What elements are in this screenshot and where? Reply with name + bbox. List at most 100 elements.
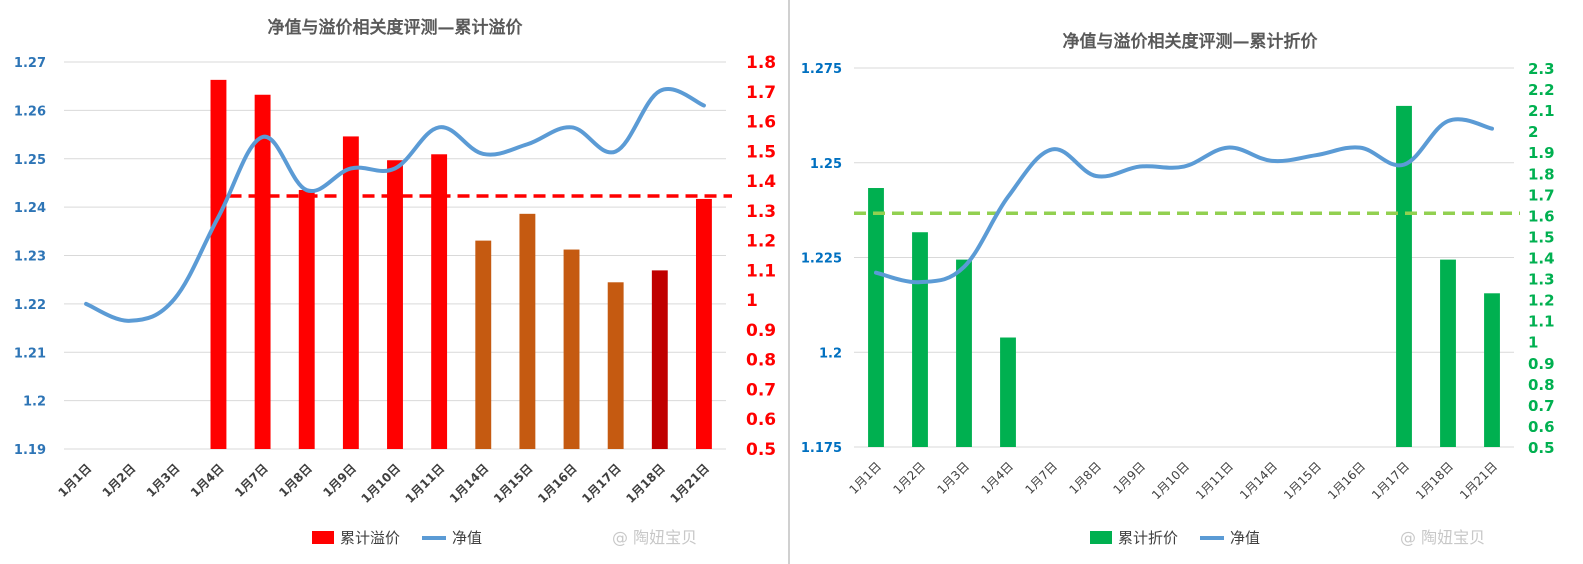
bar <box>651 270 668 449</box>
y-right-tick-label: 0.5 <box>746 440 776 460</box>
x-tick-label: 1月9日 <box>1110 459 1148 497</box>
legend-swatch-bar <box>312 531 334 544</box>
bar <box>1440 259 1456 447</box>
y-right-tick-label: 1.5 <box>1528 228 1555 246</box>
y-left-tick-label: 1.175 <box>801 441 842 456</box>
y-right-tick-label: 1 <box>746 291 758 311</box>
y-right-tick-label: 1.5 <box>746 142 776 162</box>
y-left-tick-label: 1.23 <box>14 250 46 265</box>
x-tick-label: 1月18日 <box>1413 459 1456 502</box>
x-tick-label: 1月15日 <box>1281 459 1324 502</box>
x-tick-label: 1月17日 <box>579 461 624 506</box>
chart-divider <box>788 0 790 564</box>
y-left-tick-label: 1.19 <box>14 443 46 458</box>
x-tick-label: 1月4日 <box>188 461 227 500</box>
y-right-tick-label: 0.9 <box>1528 355 1555 373</box>
bar <box>1396 105 1412 448</box>
y-left-tick-label: 1.225 <box>801 252 842 267</box>
y-right-tick-label: 2.3 <box>1528 60 1555 78</box>
x-tick-label: 1月11日 <box>1193 459 1236 502</box>
bar <box>387 160 403 449</box>
bar <box>956 259 972 447</box>
y-right-tick-label: 1.6 <box>746 113 776 133</box>
x-tick-label: 1月18日 <box>623 461 668 506</box>
bar <box>254 94 271 449</box>
watermark: @ 陶妞宝贝 <box>612 528 697 547</box>
legend-label-line: 净值 <box>1230 529 1260 547</box>
y-right-tick-label: 1.9 <box>1528 144 1555 162</box>
bar <box>519 213 536 449</box>
y-left-tick-label: 1.25 <box>14 153 46 168</box>
y-right-tick-label: 1.1 <box>746 261 776 281</box>
line-series-nav <box>874 117 1494 285</box>
x-tick-label: 1月17日 <box>1369 459 1412 502</box>
y-left-tick-label: 1.2 <box>23 395 46 410</box>
bar <box>695 198 712 449</box>
chart-title: 净值与溢价相关度评测—累计溢价 <box>268 17 524 38</box>
y-right-tick-label: 0.6 <box>746 410 776 430</box>
y-left-tick-label: 1.24 <box>14 201 46 216</box>
y-right-tick-label: 1.3 <box>1528 271 1555 289</box>
x-tick-label: 1月7日 <box>1022 459 1060 497</box>
y-right-tick-label: 1.3 <box>746 202 776 222</box>
line-series-nav <box>84 87 706 323</box>
y-left-tick-label: 1.22 <box>14 298 46 313</box>
legend-label-bar: 累计折价 <box>1118 529 1178 547</box>
watermark: @ 陶妞宝贝 <box>1400 528 1485 547</box>
x-tick-label: 1月8日 <box>276 461 315 500</box>
legend-label-line: 净值 <box>452 529 482 547</box>
x-tick-label: 1月15日 <box>491 461 536 506</box>
y-right-tick-label: 1.7 <box>1528 186 1555 204</box>
y-right-tick-label: 1.2 <box>746 232 776 252</box>
y-right-tick-label: 1.6 <box>1528 207 1555 225</box>
x-tick-label: 1月7日 <box>232 461 271 500</box>
x-tick-label: 1月9日 <box>320 461 359 500</box>
y-right-tick-label: 1.7 <box>746 83 776 103</box>
x-tick-label: 1月21日 <box>667 461 712 506</box>
chart-premium: 净值与溢价相关度评测—累计溢价1.191.21.211.221.231.241.… <box>14 17 776 547</box>
y-right-tick-label: 1 <box>1528 334 1538 352</box>
y-right-tick-label: 1.4 <box>746 172 776 192</box>
x-tick-label: 1月14日 <box>1237 459 1280 502</box>
legend-swatch-bar <box>1090 531 1112 544</box>
y-left-tick-label: 1.2 <box>819 346 842 361</box>
x-tick-label: 1月2日 <box>890 459 928 497</box>
chart-title: 净值与溢价相关度评测—累计折价 <box>1063 31 1319 52</box>
bar <box>1484 293 1500 447</box>
y-right-tick-label: 0.8 <box>746 351 776 371</box>
y-right-tick-label: 1.2 <box>1528 292 1555 310</box>
bar <box>342 136 359 449</box>
bar <box>210 79 227 449</box>
x-tick-label: 1月21日 <box>1457 459 1500 502</box>
x-tick-label: 1月1日 <box>56 461 95 500</box>
y-right-tick-label: 1.8 <box>746 53 776 73</box>
bar <box>431 154 448 450</box>
y-right-tick-label: 2.2 <box>1528 81 1555 99</box>
y-right-tick-label: 1.1 <box>1528 313 1555 331</box>
x-tick-label: 1月3日 <box>934 459 972 497</box>
y-right-tick-label: 0.7 <box>746 380 776 400</box>
x-tick-label: 1月14日 <box>447 461 492 506</box>
y-right-tick-label: 0.8 <box>1528 376 1555 394</box>
bar <box>475 240 492 449</box>
bar <box>868 188 884 447</box>
x-tick-label: 1月11日 <box>403 461 448 506</box>
x-tick-label: 1月4日 <box>978 459 1016 497</box>
x-tick-label: 1月16日 <box>535 461 580 506</box>
x-tick-label: 1月1日 <box>846 459 884 497</box>
x-tick-label: 1月2日 <box>100 461 139 500</box>
x-tick-label: 1月3日 <box>144 461 183 500</box>
bar <box>912 232 928 447</box>
y-right-tick-label: 2 <box>1528 123 1538 141</box>
bar <box>298 190 315 449</box>
y-right-tick-label: 0.9 <box>746 321 776 341</box>
y-left-tick-label: 1.21 <box>14 346 46 361</box>
y-left-tick-label: 1.27 <box>14 56 46 71</box>
x-tick-label: 1月8日 <box>1066 459 1104 497</box>
y-right-tick-label: 1.4 <box>1528 250 1555 268</box>
y-right-tick-label: 0.7 <box>1528 397 1555 415</box>
bar <box>563 249 580 449</box>
y-right-tick-label: 1.8 <box>1528 165 1555 183</box>
y-left-tick-label: 1.26 <box>14 104 46 119</box>
